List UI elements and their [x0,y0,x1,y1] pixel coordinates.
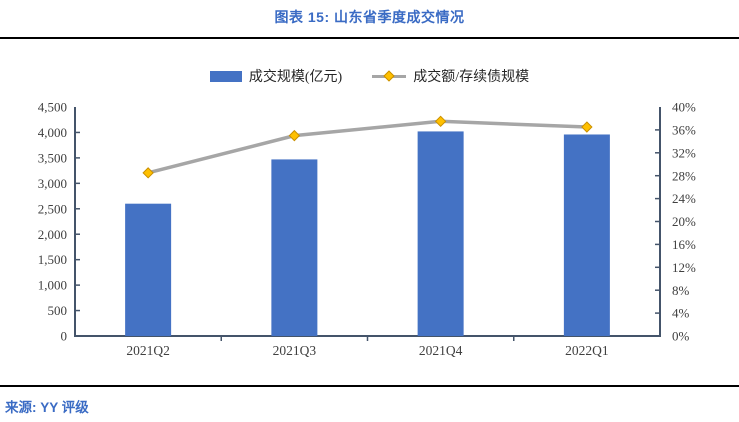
right-axis-tick-label: 8% [672,283,690,298]
diamond-marker-icon [383,70,395,82]
right-axis-tick-label: 32% [672,145,696,160]
right-axis-tick-label: 40% [672,100,696,115]
left-axis-tick-label: 4,000 [38,125,67,140]
line-marker-2021Q2 [142,167,154,179]
bar-2022Q1 [563,134,610,336]
legend-item-bar-series: 成交规模(亿元) [209,66,343,86]
legend-item-line-series: 成交额/存续债规模 [372,66,529,86]
line-marker-2021Q4 [434,115,447,128]
right-axis-tick-label: 20% [672,214,696,229]
ratio-line [147,119,587,175]
right-axis-tick-label: 24% [672,191,696,206]
right-axis-tick-label: 4% [672,306,690,321]
top-rule [0,37,739,39]
right-axis-tick-label: 36% [672,122,696,137]
legend-line-label: 成交额/存续债规模 [413,70,530,85]
right-axis-tick-label: 0% [672,329,690,344]
left-axis-tick-label: 3,500 [38,150,67,165]
bar-2021Q4 [417,131,464,336]
bottom-rule [0,385,739,387]
line-series-swatch-icon [372,70,407,82]
bar-2021Q3 [271,159,318,336]
left-axis-tick-label: 0 [61,329,68,344]
bar-series-swatch-icon [209,70,242,82]
figure-title: 图表 15: 山东省季度成交情况 [274,9,465,25]
line-marker-2021Q3 [288,129,301,142]
left-axis-tick-label: 4,500 [38,100,67,115]
left-axis-tick-label: 3,000 [38,176,67,191]
left-axis-tick-label: 500 [48,303,68,318]
bar-2021Q2 [125,203,172,336]
right-axis-tick-label: 12% [672,260,696,275]
right-axis-tick-label: 28% [672,168,696,183]
left-axis-tick-label: 1,000 [38,278,67,293]
source-note: 来源: YY 评级 [5,400,89,415]
chart-legend: 成交规模(亿元) 成交额/存续债规模 [0,66,739,86]
left-axis-tick-label: 1,500 [38,252,67,267]
legend-bar-label: 成交规模(亿元) [248,70,343,85]
line-marker-2022Q1 [581,121,593,133]
x-axis-label-2021Q3: 2021Q3 [273,343,317,358]
right-axis-tick-label: 16% [672,237,696,252]
left-axis-tick-label: 2,000 [38,227,67,242]
combo-chart: 0 500 1,000 1,500 2,000 2,500 3,000 3,500 4,000 4… [38,100,696,358]
x-axis-label-2022Q1: 2022Q1 [565,343,609,358]
left-axis-tick-label: 2,500 [38,201,67,216]
x-axis-label-2021Q4: 2021Q4 [419,343,463,358]
x-axis-label-2021Q2: 2021Q2 [126,343,170,358]
